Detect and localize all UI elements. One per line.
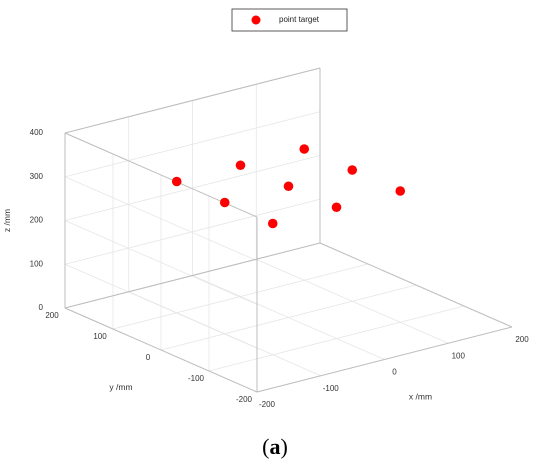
scatter-3d-plot: -200-1000100200-200-10001002000100200300… bbox=[2, 8, 530, 409]
z-axis-label: z /mm bbox=[2, 209, 12, 232]
x-tick-label: -200 bbox=[259, 400, 276, 409]
legend: point target bbox=[231, 8, 348, 32]
y-tick-label: 100 bbox=[93, 332, 107, 341]
point-target-marker bbox=[331, 202, 342, 213]
side-wall-grid-line bbox=[64, 263, 258, 349]
floor-edge-line bbox=[64, 242, 321, 309]
x-tick-label: 0 bbox=[392, 368, 397, 377]
z-tick-label: 400 bbox=[30, 128, 44, 137]
side-wall-grid-line bbox=[64, 220, 258, 305]
x-tick-label: 100 bbox=[452, 351, 466, 360]
point-target-marker bbox=[235, 160, 246, 171]
y-axis-line bbox=[64, 307, 258, 393]
legend-marker bbox=[251, 15, 261, 25]
figure-caption: (a) bbox=[0, 434, 550, 460]
point-target-marker bbox=[347, 165, 358, 175]
side-wall-grid-line bbox=[64, 176, 258, 262]
y-tick-label: 0 bbox=[146, 353, 151, 362]
z-tick-label: 300 bbox=[30, 172, 44, 181]
back-wall-grid-line bbox=[64, 198, 321, 265]
point-target-marker bbox=[219, 197, 230, 208]
caption-open-paren: ( bbox=[262, 434, 270, 459]
point-target-marker bbox=[395, 186, 406, 196]
caption-letter: a bbox=[269, 434, 281, 459]
y-axis-label: y /mm bbox=[109, 382, 132, 392]
legend-box bbox=[231, 8, 348, 32]
legend-label: point target bbox=[279, 15, 320, 24]
back-wall-grid-line bbox=[64, 155, 321, 221]
y-tick-label: 200 bbox=[45, 311, 59, 320]
x-axis-label: x /mm bbox=[409, 392, 432, 402]
y-tick-label: -100 bbox=[188, 374, 205, 383]
axes-box bbox=[64, 67, 513, 393]
x-axis-line bbox=[256, 326, 513, 393]
point-target-marker bbox=[171, 176, 182, 187]
point-target-marker bbox=[283, 181, 294, 192]
x-tick-label: -100 bbox=[323, 384, 340, 393]
top-edge-line bbox=[64, 67, 321, 134]
z-tick-label: 0 bbox=[39, 303, 44, 312]
floor-grid-line bbox=[208, 305, 465, 372]
caption-close-paren: ) bbox=[280, 434, 288, 459]
floor-grid-line bbox=[112, 263, 369, 330]
data-points bbox=[171, 144, 406, 229]
floor-grid-line bbox=[160, 284, 417, 351]
back-wall-grid-line bbox=[64, 111, 321, 178]
axis-labels: x /mm y /mm z /mm bbox=[2, 209, 432, 402]
point-target-marker bbox=[299, 144, 310, 154]
y-tick-label: -200 bbox=[236, 395, 253, 404]
grid-lines bbox=[64, 67, 513, 393]
x-tick-label: 200 bbox=[515, 335, 529, 344]
z-tick-label: 100 bbox=[30, 259, 44, 268]
floor-edge-line bbox=[319, 242, 513, 328]
tick-labels: -200-1000100200-200-10001002000100200300… bbox=[30, 128, 530, 409]
point-target-marker bbox=[267, 218, 278, 229]
z-tick-label: 200 bbox=[30, 216, 44, 225]
